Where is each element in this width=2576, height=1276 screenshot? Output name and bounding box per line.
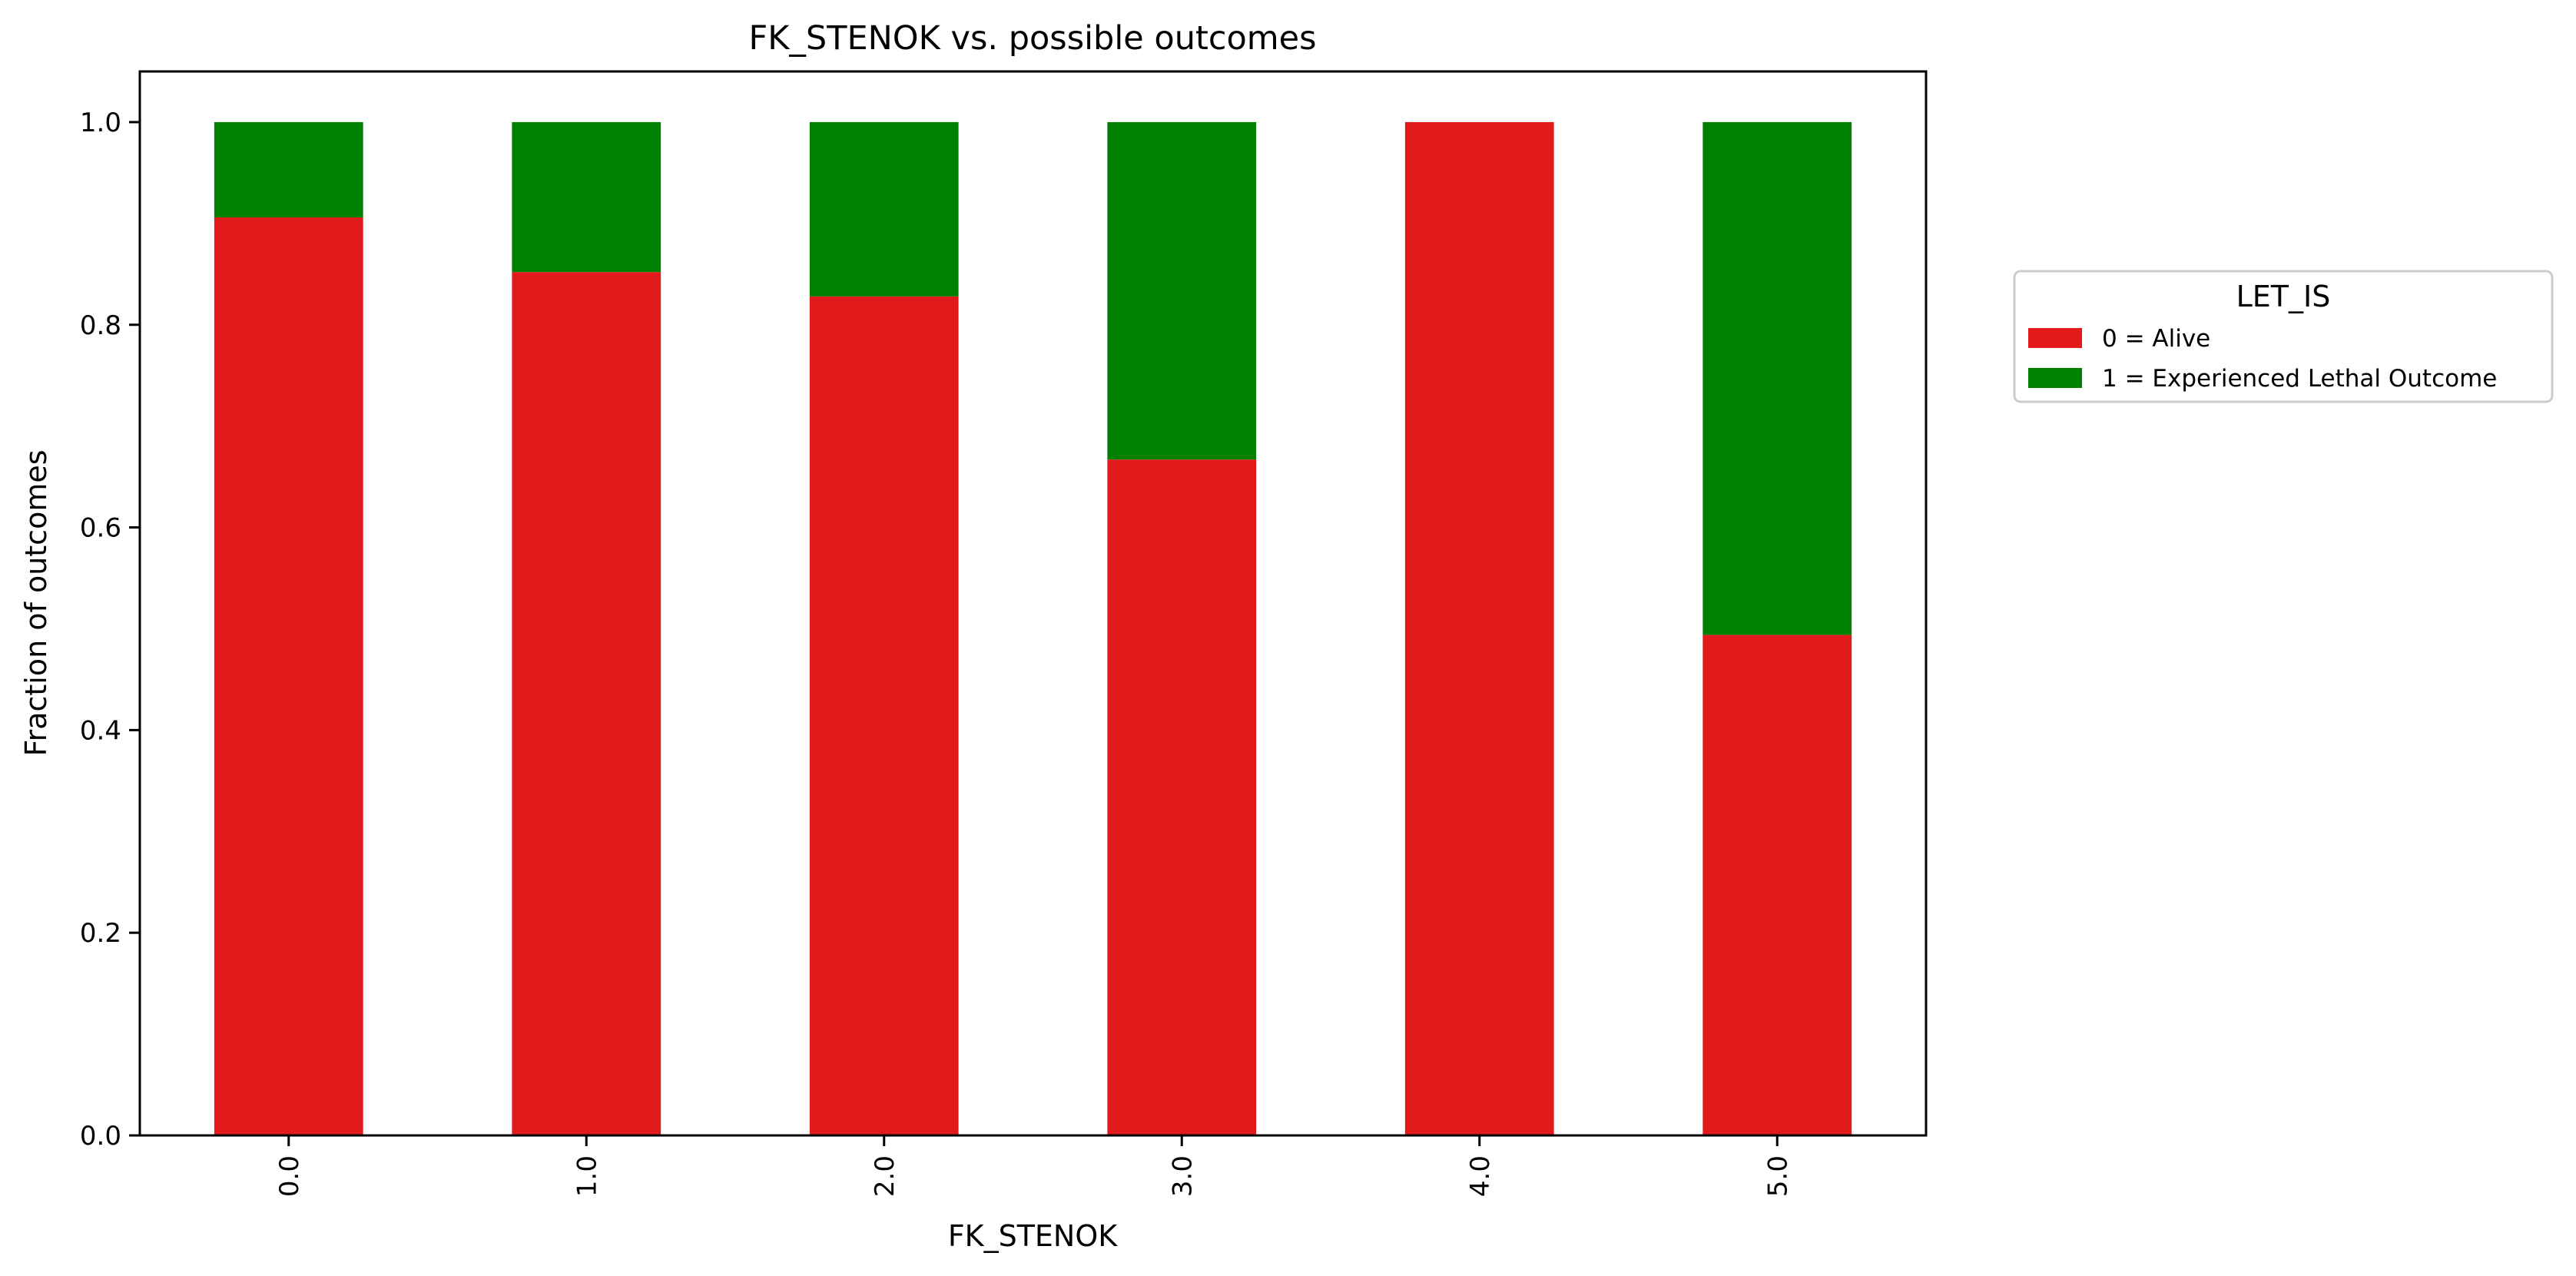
legend-label-1: 1 = Experienced Lethal Outcome	[2102, 365, 2497, 393]
y-tick-label: 0.6	[80, 513, 121, 544]
plot-frame	[138, 70, 1928, 1137]
chart-title: FK_STENOK vs. possible outcomes	[748, 19, 1316, 58]
legend-swatch-1	[2028, 368, 2082, 388]
bar-4.0-series-0	[1404, 121, 1554, 1136]
x-tick-label: 5.0	[1762, 1155, 1793, 1197]
bar-2.0-series-1	[809, 121, 959, 297]
x-tick-label: 1.0	[572, 1155, 602, 1197]
x-axis-label: FK_STENOK	[948, 1219, 1118, 1253]
bar-5.0-series-1	[1702, 121, 1852, 635]
y-tick-label: 0.2	[80, 918, 121, 949]
bar-3.0-series-0	[1107, 459, 1257, 1135]
y-axis-label: Fraction of outcomes	[19, 449, 53, 756]
bar-0.0-series-0	[214, 217, 363, 1136]
legend-title: LET_IS	[2236, 280, 2331, 313]
y-tick-label: 1.0	[80, 108, 121, 138]
legend: LET_IS 0 = Alive 1 = Experienced Lethal O…	[2013, 270, 2554, 403]
x-axis: 0.0 1.0 2.0 3.0 4.0 5.0	[274, 1135, 1793, 1197]
y-axis: 0.0 0.2 0.4 0.6 0.8 1.0	[80, 108, 140, 1152]
bar-1.0-series-1	[512, 121, 661, 273]
legend-items: 0 = Alive 1 = Experienced Lethal Outcome	[2028, 325, 2497, 393]
y-tick-label: 0.0	[80, 1121, 121, 1152]
legend-frame	[2013, 270, 2554, 403]
legend-label-0: 0 = Alive	[2102, 325, 2210, 353]
bar-1.0-series-0	[512, 272, 661, 1135]
bar-2.0-series-0	[809, 296, 959, 1136]
y-tick-label: 0.4	[80, 715, 121, 746]
x-tick-label: 3.0	[1167, 1155, 1198, 1197]
x-tick-label: 0.0	[274, 1155, 305, 1197]
bar-3.0-series-1	[1107, 121, 1257, 460]
bars-group	[214, 121, 1852, 1136]
x-tick-label: 4.0	[1465, 1155, 1496, 1197]
bar-0.0-series-1	[214, 121, 363, 217]
bar-5.0-series-0	[1702, 635, 1852, 1135]
legend-swatch-0	[2028, 328, 2082, 348]
x-tick-label: 2.0	[870, 1155, 900, 1197]
y-tick-label: 0.8	[80, 310, 121, 341]
